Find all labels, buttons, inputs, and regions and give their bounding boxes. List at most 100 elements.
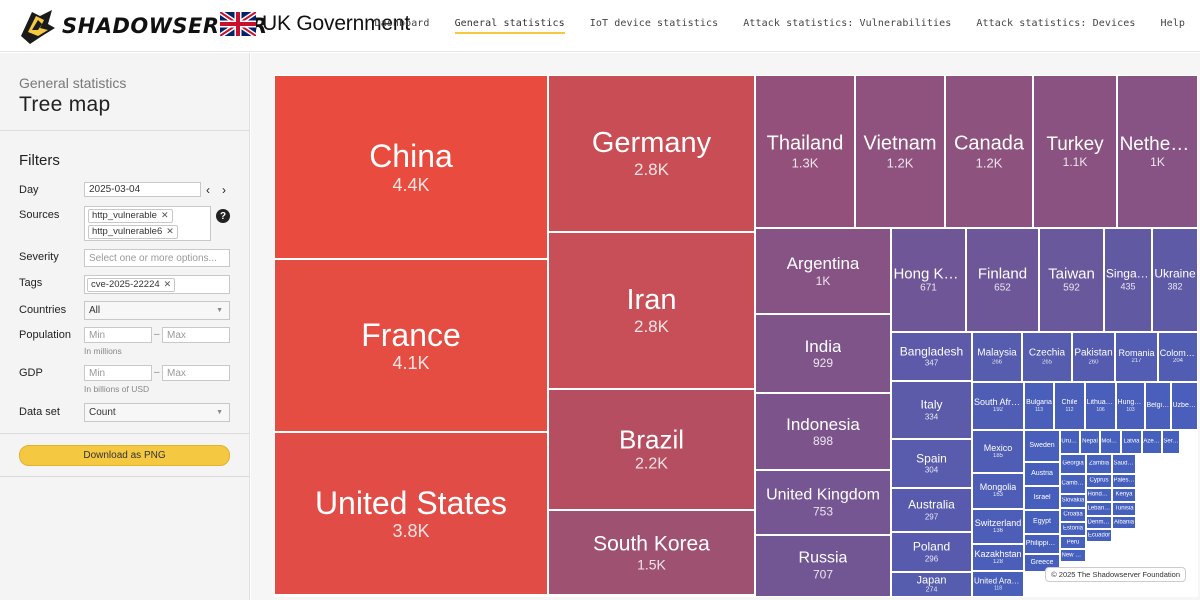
treemap-cell-cambodia[interactable]: Cambodia [1060,474,1086,494]
treemap-cell-denmark[interactable]: Denmark [1086,516,1112,529]
treemap-cell-canada[interactable]: Canada 1.2K [945,75,1033,228]
treemap-cell-georgia[interactable]: Georgia [1060,454,1086,474]
severity-select[interactable]: Select one or more options... [84,249,230,267]
download-png-button[interactable]: Download as PNG [19,445,230,466]
treemap-cell-azerbaijan[interactable]: Azerbaijan [1142,430,1162,454]
treemap-cell-australia[interactable]: Australia 297 [891,488,972,532]
treemap-cell-lithuania[interactable]: Lithuania 106 [1085,382,1116,430]
treemap-cell-mexico[interactable]: Mexico 185 [972,430,1024,473]
treemap-cell-netherlands[interactable]: Netherlands1K [1117,75,1198,228]
treemap-cell-chile[interactable]: Chile 112 [1054,382,1085,430]
next-day-icon[interactable]: › [222,183,226,197]
treemap-cell-croatia[interactable]: Croatia [1060,508,1086,522]
treemap-cell-vietnam[interactable]: Vietnam 1.2K [855,75,945,228]
treemap-cell-new-zealand[interactable]: New Zealand [1060,549,1086,562]
treemap-cell-poland[interactable]: Poland 296 [891,532,972,572]
treemap-cell-uruguay[interactable]: Uruguay [1060,430,1080,454]
treemap-cell-cyprus[interactable]: Cyprus [1086,474,1112,488]
nav-attack-devices[interactable]: Attack statistics: Devices [976,18,1136,29]
treemap-cell-sweden[interactable]: Sweden [1024,430,1060,462]
treemap-cell-bulgaria[interactable]: Bulgaria 113 [1024,382,1054,430]
treemap-cell-kazakhstan[interactable]: Kazakhstan 128 [972,544,1024,571]
treemap-cell-united-states[interactable]: United States 3.8K [274,432,548,595]
treemap-cell-zambia[interactable]: Zambia [1086,454,1112,474]
treemap-cell-estonia[interactable]: Estonia [1060,522,1086,536]
treemap-cell-romania[interactable]: Romania 217 [1115,332,1158,382]
treemap-cell-nepal[interactable]: Nepal [1080,430,1100,454]
treemap-cell-tunisia[interactable]: Tunisia [1112,502,1136,516]
treemap-cell-albania[interactable]: Albania [1112,516,1136,529]
treemap-cell-saudi-arabia[interactable]: Saudi Arabia [1112,454,1136,474]
gdp-min-input[interactable]: Min [84,365,152,381]
treemap-cell-united-arab-emirates[interactable]: United Arab Emirates118 [972,571,1024,597]
treemap-cell-united-kingdom[interactable]: United Kingdom 753 [755,470,891,535]
nav-iot-device-statistics[interactable]: IoT device statistics [589,18,719,29]
country-count: 753 [812,504,834,519]
previous-day-icon[interactable]: ‹ [206,183,210,197]
treemap-cell-russia[interactable]: Russia 707 [755,535,891,597]
treemap-cell-hungary[interactable]: Hungary 103 [1116,382,1145,430]
treemap-cell-thailand[interactable]: Thailand 1.3K [755,75,855,228]
nav-attack-vulnerabilities[interactable]: Attack statistics: Vulnerabilities [743,18,952,29]
treemap-cell-latvia[interactable]: Latvia [1121,430,1142,454]
sources-multiselect[interactable]: http_vulnerable ✕ http_vulnerable6 ✕ [84,206,211,241]
treemap-cell-turkey[interactable]: Turkey 1.1K [1033,75,1117,228]
treemap-cell-iran[interactable]: Iran 2.8K [548,232,755,389]
treemap-cell-hong-kong[interactable]: Hong Kong 671 [891,228,966,332]
treemap-cell-serbia[interactable]: Serbia [1162,430,1180,454]
treemap-cell-slovakia[interactable]: Slovakia [1060,494,1086,508]
tags-multiselect[interactable]: cve-2025-22224 ✕ [84,275,230,294]
remove-tag-icon[interactable]: ✕ [166,226,174,236]
nav-help[interactable]: Help [1160,18,1185,29]
nav-general-statistics[interactable]: General statistics [454,18,565,34]
treemap-cell-belgium[interactable]: Belgium [1145,382,1171,430]
treemap-cell-lebanon[interactable]: Lebanon [1086,502,1112,516]
treemap-cell-colombia[interactable]: Colombia 204 [1158,332,1198,382]
population-min-input[interactable]: Min [84,327,152,343]
treemap-cell-uzbekistan[interactable]: Uzbekistan [1171,382,1198,430]
treemap-cell-palestine[interactable]: Palestine [1112,474,1136,488]
treemap-cell-malaysia[interactable]: Malaysia 266 [972,332,1022,382]
treemap-cell-taiwan[interactable]: Taiwan 592 [1039,228,1104,332]
treemap-cell-philippines[interactable]: Philippines [1024,534,1060,554]
countries-select[interactable]: All ▼ [84,301,230,320]
treemap-cell-argentina[interactable]: Argentina 1K [755,228,891,314]
day-input[interactable]: 2025-03-04 [84,182,201,197]
treemap-cell-germany[interactable]: Germany 2.8K [548,75,755,232]
treemap-cell-honduras[interactable]: Honduras [1086,488,1112,502]
treemap-cell-india[interactable]: India 929 [755,314,891,393]
treemap-cell-israel[interactable]: Israel [1024,486,1060,510]
help-icon[interactable]: ? [216,209,230,223]
treemap-cell-italy[interactable]: Italy 334 [891,381,972,439]
data-set-select[interactable]: Count ▼ [84,403,230,422]
treemap-cell-bangladesh[interactable]: Bangladesh 347 [891,332,972,381]
remove-tag-icon[interactable]: ✕ [160,210,169,220]
treemap-cell-brazil[interactable]: Brazil 2.2K [548,389,755,510]
remove-tag-icon[interactable]: ✕ [163,279,172,289]
treemap-cell-indonesia[interactable]: Indonesia 898 [755,393,891,470]
treemap-cell-ukraine[interactable]: Ukraine 382 [1152,228,1198,332]
treemap-cell-czechia[interactable]: Czechia 265 [1022,332,1072,382]
treemap-cell-finland[interactable]: Finland 652 [966,228,1039,332]
treemap-cell-mongolia[interactable]: Mongolia 163 [972,473,1024,509]
treemap-cell-switzerland[interactable]: Switzerland 136 [972,509,1024,544]
treemap-cell-peru[interactable]: Peru [1060,536,1086,549]
treemap-cell-pakistan[interactable]: Pakistan 260 [1072,332,1115,382]
population-max-input[interactable]: Max [162,327,230,343]
treemap-cell-moldova[interactable]: Moldova [1100,430,1121,454]
treemap-cell-singapore[interactable]: Singapore435 [1104,228,1152,332]
treemap-cell-china[interactable]: China 4.4K [274,75,548,259]
treemap-cell-france[interactable]: France 4.1K [274,259,548,432]
gdp-max-input[interactable]: Max [162,365,230,381]
treemap-cell-spain[interactable]: Spain 304 [891,439,972,488]
treemap-cell-south-africa[interactable]: South Africa 192 [972,382,1024,430]
breadcrumb[interactable]: General statistics [19,75,127,91]
treemap-cell-south-korea[interactable]: South Korea 1.5K [548,510,755,595]
treemap-cell-ecuador[interactable]: Ecuador [1086,529,1112,542]
treemap-cell-egypt[interactable]: Egypt [1024,510,1060,534]
treemap-cell-austria[interactable]: Austria [1024,462,1060,486]
uk-government-logo[interactable]: UK Government [220,12,410,36]
treemap-cell-japan[interactable]: Japan 274 [891,572,972,597]
nav-dashboard[interactable]: Dashboard [374,18,430,29]
treemap-cell-kenya[interactable]: Kenya [1112,488,1136,502]
